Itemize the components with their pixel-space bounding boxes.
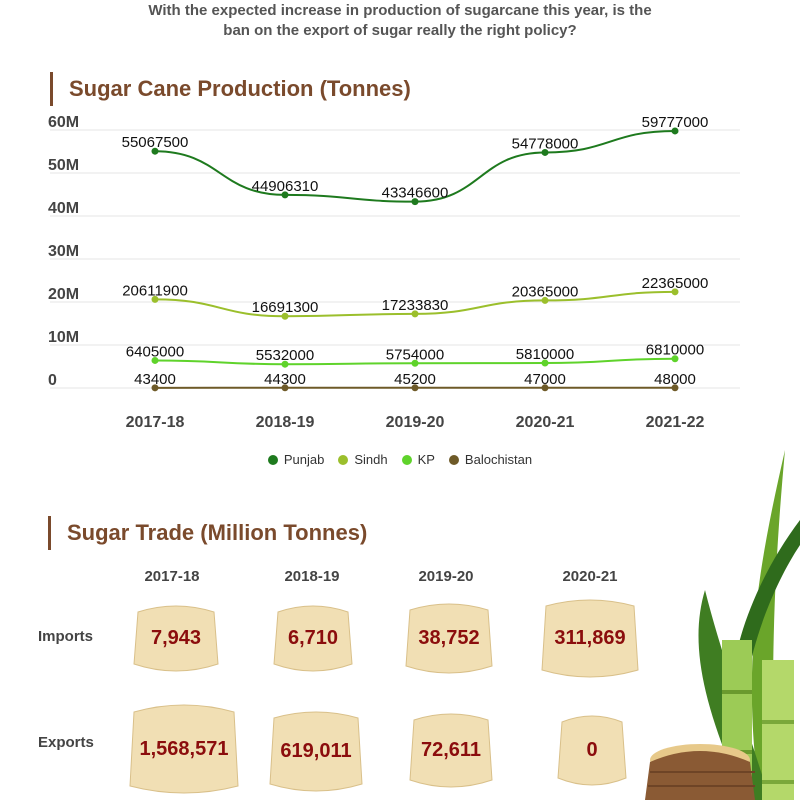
- point-balochistan-2019-20: [411, 384, 419, 392]
- intro-line-1: With the expected increase in production…: [148, 2, 652, 19]
- data-label-balochistan-2017-18: 43400: [134, 371, 176, 388]
- data-label-kp-2020-21: 5810000: [516, 346, 574, 363]
- data-label-sindh-2019-20: 17233830: [382, 297, 449, 314]
- production-line-chart: 0 10M 20M 30M 40M 50M 60M 2017-18 2018-19 2019-20…: [48, 114, 740, 431]
- x-tick-label-2018-19: 2018-19: [256, 414, 315, 431]
- data-label-sindh-2021-22: 22365000: [642, 275, 709, 292]
- data-label-balochistan-2018-19: 44300: [264, 371, 306, 388]
- trade-year-2019-20: 2019-20: [418, 568, 474, 585]
- imports-cell-2019-20: 38,752: [404, 600, 494, 676]
- point-balochistan-2021-22: [671, 384, 679, 392]
- y-tick-label-10M: 10M: [48, 329, 79, 346]
- point-punjab-2019-20: [411, 198, 419, 206]
- point-kp-2019-20: [411, 359, 419, 367]
- legend-item-sindh: Sindh: [338, 452, 388, 467]
- x-tick-label-2017-18: 2017-18: [126, 414, 185, 431]
- point-kp-2021-22: [671, 355, 679, 363]
- imports-value-2017-18: 7,943: [150, 626, 202, 649]
- data-label-sindh-2017-18: 20611900: [122, 282, 188, 299]
- legend-item-kp: KP: [401, 452, 435, 467]
- point-punjab-2017-18: [151, 147, 159, 155]
- trade-year-2017-18: 2017-18: [144, 568, 200, 585]
- y-tick-label-20M: 20M: [48, 286, 79, 303]
- intro-text: With the expected increase in production…: [0, 0, 800, 41]
- data-label-punjab-2019-20: 43346600: [382, 185, 449, 202]
- point-sindh-2020-21: [541, 296, 549, 304]
- point-kp-2020-21: [541, 359, 549, 367]
- x-tick-label-2020-21: 2020-21: [516, 414, 575, 431]
- imports-cell-2017-18: 7,943: [132, 602, 220, 674]
- imports-label: Imports: [38, 628, 94, 645]
- legend-label-kp: KP: [417, 452, 435, 467]
- exports-value-2017-18: 1,568,571: [139, 737, 229, 760]
- y-tick-label-40M: 40M: [48, 200, 79, 217]
- data-label-balochistan-2021-22: 48000: [654, 371, 696, 388]
- data-label-kp-2019-20: 5754000: [386, 346, 444, 363]
- data-label-kp-2021-22: 6810000: [646, 342, 704, 359]
- legend-label-sindh: Sindh: [354, 452, 388, 467]
- point-sindh-2019-20: [411, 310, 419, 318]
- trade-year-2020-21: 2020-21: [562, 568, 618, 585]
- legend-swatch-punjab: [267, 454, 278, 465]
- point-punjab-2020-21: [541, 148, 549, 156]
- exports-cell-2020-21: 0: [556, 712, 628, 788]
- data-label-punjab-2020-21: 54778000: [512, 135, 579, 152]
- legend-swatch-balochistan: [448, 454, 459, 465]
- legend-swatch-sindh: [338, 454, 349, 465]
- data-label-sindh-2020-21: 20365000: [512, 283, 579, 300]
- data-label-balochistan-2019-20: 45200: [394, 371, 436, 388]
- imports-cell-2018-19: 6,710: [272, 602, 354, 674]
- x-tick-label-2019-20: 2019-20: [386, 414, 445, 431]
- x-tick-label-2021-22: 2021-22: [646, 414, 705, 431]
- chart-legend: Punjab Sindh KP Balochistan: [0, 452, 800, 467]
- exports-label: Exports: [38, 734, 94, 751]
- point-balochistan-2020-21: [541, 384, 549, 392]
- point-kp-2017-18: [151, 356, 159, 364]
- legend-label-balochistan: Balochistan: [464, 452, 533, 467]
- imports-value-2019-20: 38,752: [418, 626, 480, 649]
- trade-title: Sugar Trade (Million Tonnes): [48, 516, 367, 550]
- y-tick-label-30M: 30M: [48, 243, 79, 260]
- legend-item-balochistan: Balochistan: [448, 452, 533, 467]
- exports-cell-2017-18: 1,568,571: [128, 700, 240, 798]
- point-sindh-2018-19: [281, 312, 289, 320]
- imports-value-2018-19: 6,710: [287, 626, 339, 649]
- exports-value-2019-20: 72,611: [420, 738, 482, 761]
- data-label-punjab-2017-18: 55067500: [122, 134, 189, 151]
- trade-year-2018-19: 2018-19: [284, 568, 340, 585]
- point-sindh-2021-22: [671, 288, 679, 296]
- y-tick-label-60M: 60M: [48, 114, 79, 131]
- point-kp-2018-19: [281, 360, 289, 368]
- point-punjab-2021-22: [671, 127, 679, 135]
- exports-cell-2018-19: 619,011: [268, 708, 364, 794]
- production-title: Sugar Cane Production (Tonnes): [50, 72, 411, 106]
- point-punjab-2018-19: [281, 191, 289, 199]
- point-sindh-2017-18: [151, 295, 159, 303]
- exports-value-2018-19: 619,011: [280, 739, 352, 762]
- legend-label-punjab: Punjab: [283, 452, 325, 467]
- exports-cell-2019-20: 72,611: [408, 710, 494, 790]
- legend-swatch-kp: [401, 454, 412, 465]
- data-label-balochistan-2020-21: 47000: [524, 371, 566, 388]
- data-label-punjab-2021-22: 59777000: [642, 114, 709, 131]
- data-label-kp-2017-18: 6405000: [126, 343, 184, 360]
- imports-cell-2020-21: 311,869: [540, 596, 640, 680]
- point-balochistan-2017-18: [151, 384, 159, 392]
- y-tick-label-0: 0: [48, 372, 57, 389]
- point-balochistan-2018-19: [281, 384, 289, 392]
- y-tick-label-50M: 50M: [48, 157, 79, 174]
- imports-value-2020-21: 311,869: [554, 626, 626, 649]
- data-label-kp-2018-19: 5532000: [256, 347, 314, 364]
- data-label-sindh-2018-19: 16691300: [252, 299, 319, 316]
- intro-line-2: ban on the export of sugar really the ri…: [223, 22, 577, 39]
- exports-value-2020-21: 0: [586, 738, 598, 761]
- legend-item-punjab: Punjab: [267, 452, 325, 467]
- data-label-punjab-2018-19: 44906310: [252, 178, 319, 195]
